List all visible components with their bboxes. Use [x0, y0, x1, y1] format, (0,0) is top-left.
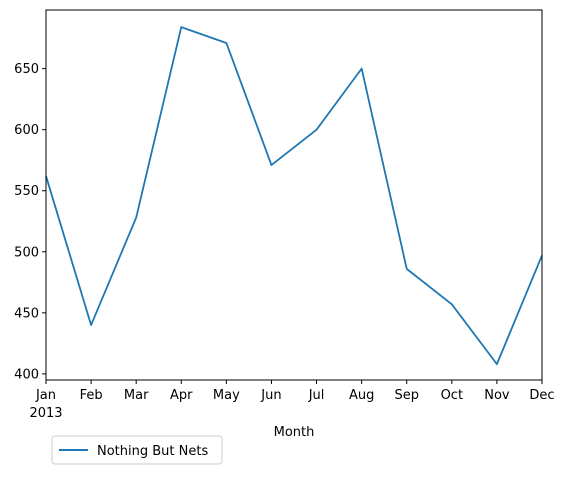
x-tick-label: Feb: [80, 388, 103, 403]
y-tick-label: 500: [14, 245, 39, 260]
legend[interactable]: Nothing But Nets: [52, 436, 222, 464]
series-layer: [46, 27, 542, 364]
x-tick-label: Dec: [529, 388, 554, 403]
y-tick-label: 400: [14, 367, 39, 382]
x-tick-label: Apr: [170, 388, 193, 403]
y-tick-label: 650: [14, 62, 39, 77]
x-tick-label: Jul: [308, 388, 325, 403]
x-axis: Jan Feb Mar Apr May Jun Jul Aug Sep Oct Nov Dec: [35, 380, 555, 403]
x-tick-label: Nov: [484, 388, 510, 403]
x-tick-label: Mar: [124, 388, 149, 403]
x-tick-label: Aug: [349, 388, 374, 403]
x-tick-label: Jun: [260, 388, 281, 403]
x-axis-label: Month: [274, 425, 315, 440]
x-tick-label: Oct: [441, 388, 463, 403]
x-tick-label: May: [213, 388, 240, 403]
y-axis: 400 450 500 550 600 650: [14, 62, 46, 382]
y-tick-label: 600: [14, 123, 39, 138]
x-tick-label: Jan: [35, 388, 56, 403]
y-tick-label: 450: [14, 306, 39, 321]
x-tick-label: Sep: [394, 388, 419, 403]
series-line: [46, 27, 542, 364]
legend-label: Nothing But Nets: [97, 444, 208, 459]
y-tick-label: 550: [14, 184, 39, 199]
x-year-label: 2013: [29, 406, 62, 421]
